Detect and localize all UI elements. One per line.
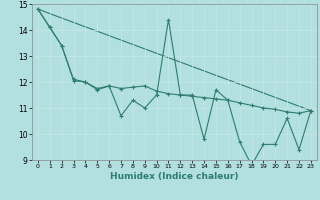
X-axis label: Humidex (Indice chaleur): Humidex (Indice chaleur) bbox=[110, 172, 239, 181]
